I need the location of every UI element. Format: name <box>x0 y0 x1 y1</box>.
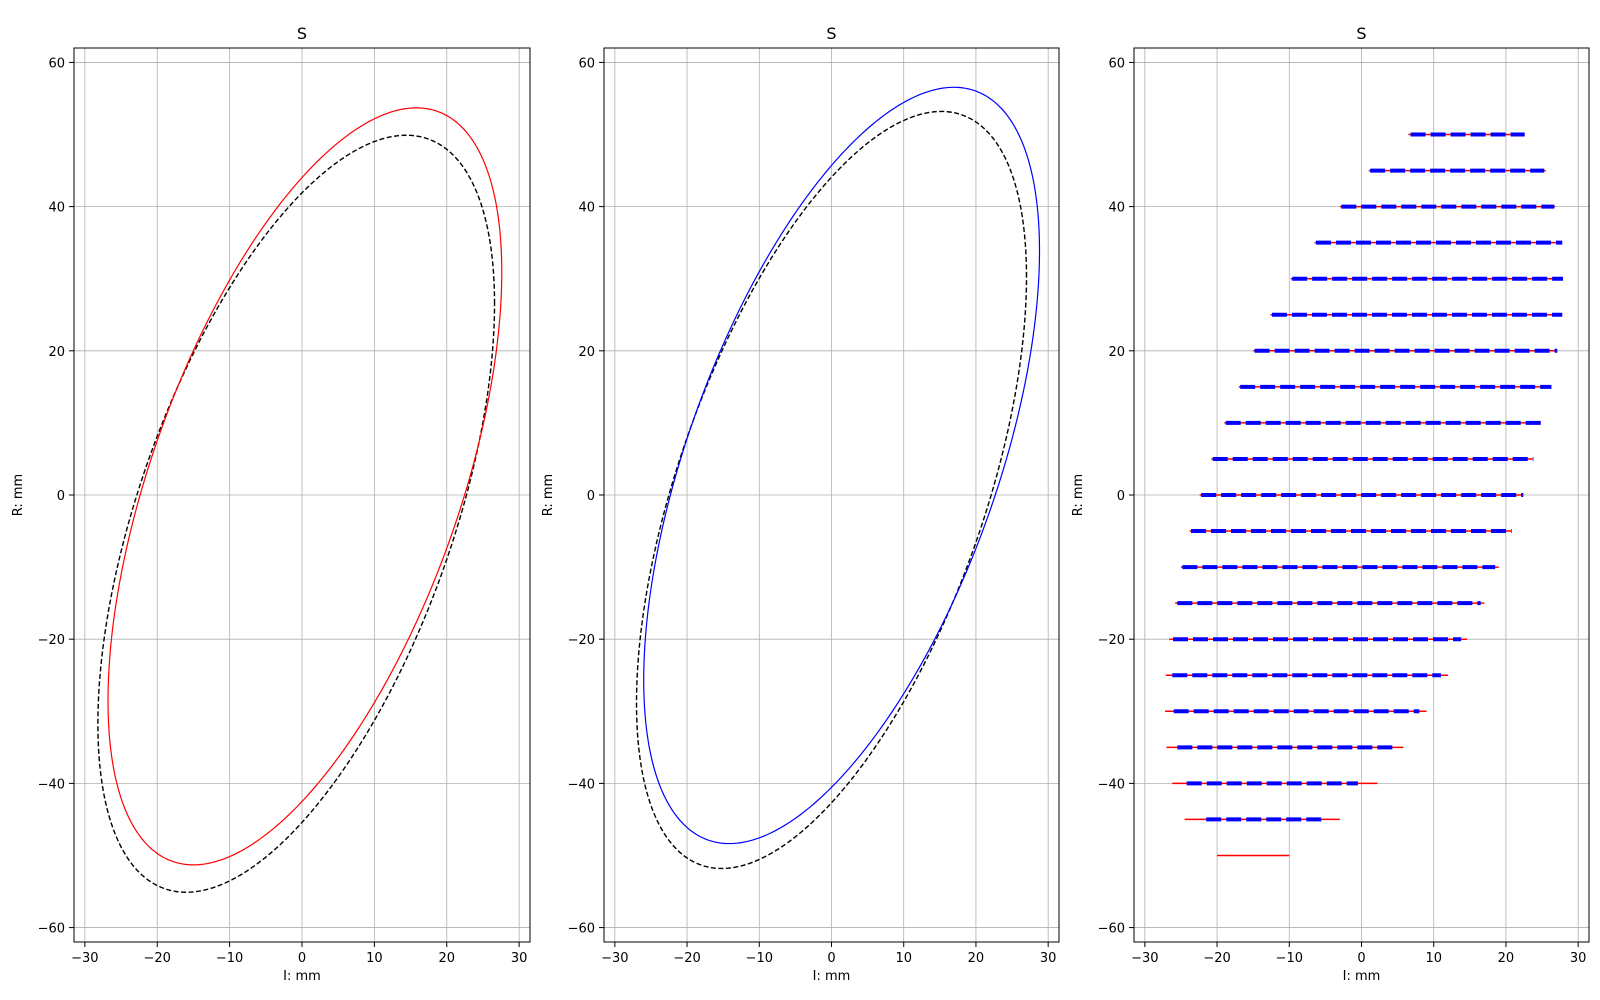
subplot-title: S <box>1356 24 1366 43</box>
plot-area <box>635 86 1041 870</box>
x-tick-label: −30 <box>601 951 628 966</box>
subplot-1: −30 −20 −10 0 10 20 30 −60 −40 −20 0 20 40 60 S I: mm R:… <box>11 24 531 984</box>
x-tick-label: 30 <box>1570 951 1587 966</box>
x-tick-label: −10 <box>746 951 773 966</box>
y-tick-label: −60 <box>38 922 65 937</box>
x-tick-label: 10 <box>895 951 912 966</box>
y-tick-label: 0 <box>57 489 65 504</box>
y-tick-label: −20 <box>38 633 65 648</box>
y-tick-label: 40 <box>578 201 595 216</box>
x-tick-label: 0 <box>1357 951 1365 966</box>
series-2-curve <box>107 107 503 866</box>
y-tick-label: −40 <box>38 777 65 792</box>
x-axis-label: I: mm <box>283 969 321 984</box>
y-tick-label: 60 <box>48 56 65 71</box>
x-axis-label: I: mm <box>813 969 851 984</box>
y-tick-label: −60 <box>568 922 595 937</box>
x-tick-label: 0 <box>827 951 835 966</box>
y-tick-label: 20 <box>48 345 65 360</box>
x-tick-label: 30 <box>1040 951 1057 966</box>
y-tick-label: 20 <box>1108 345 1125 360</box>
y-tick-label: 40 <box>48 201 65 216</box>
x-tick-label: −10 <box>1276 951 1303 966</box>
y-tick-label: −40 <box>1098 777 1125 792</box>
series-1-curve <box>97 134 496 893</box>
y-tick-label: 60 <box>1108 56 1125 71</box>
series-1-curve <box>635 110 1028 870</box>
x-tick-label: 10 <box>366 951 383 966</box>
x-axis-label: I: mm <box>1343 969 1381 984</box>
series-2-curve <box>643 86 1041 845</box>
subplot-2: −30 −20 −10 0 10 20 30 −60 −40 −20 0 20 40 60 S I: mm R:… <box>541 24 1060 984</box>
y-tick-label: −40 <box>568 777 595 792</box>
y-tick-label: 20 <box>578 345 595 360</box>
x-tick-label: −20 <box>144 951 171 966</box>
x-tick-label: −20 <box>673 951 700 966</box>
x-tick-label: 30 <box>511 951 528 966</box>
y-axis-label: R: mm <box>1071 474 1086 516</box>
y-tick-label: 0 <box>587 489 595 504</box>
x-tick-label: 20 <box>1498 951 1515 966</box>
subplot-title: S <box>297 24 307 43</box>
y-axis-label: R: mm <box>11 474 26 516</box>
x-tick-label: 20 <box>438 951 455 966</box>
y-tick-label: −20 <box>568 633 595 648</box>
plot-area <box>97 107 503 893</box>
subplot-3: −30 −20 −10 0 10 20 30 −60 −40 −20 0 20 40 60 S I: mm R:… <box>1071 24 1590 984</box>
x-tick-label: −30 <box>1131 951 1158 966</box>
y-tick-label: −20 <box>1098 633 1125 648</box>
x-tick-label: −30 <box>71 951 98 966</box>
x-tick-label: −20 <box>1203 951 1230 966</box>
y-tick-label: 60 <box>578 56 595 71</box>
x-tick-label: 0 <box>298 951 306 966</box>
y-tick-label: 0 <box>1117 489 1125 504</box>
x-tick-label: 20 <box>968 951 985 966</box>
x-tick-label: −10 <box>216 951 243 966</box>
y-tick-label: 40 <box>1108 201 1125 216</box>
y-tick-label: −60 <box>1098 922 1125 937</box>
x-tick-label: 10 <box>1425 951 1442 966</box>
plot-area <box>1165 132 1563 857</box>
y-axis-label: R: mm <box>541 474 556 516</box>
subplot-title: S <box>826 24 836 43</box>
